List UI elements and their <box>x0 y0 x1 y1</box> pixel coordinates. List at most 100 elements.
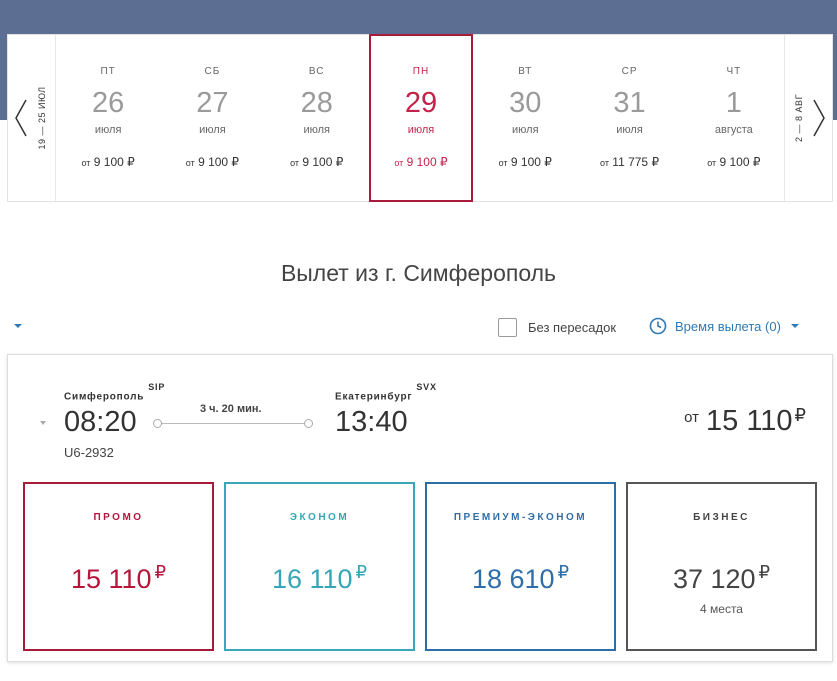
departure-time-filter[interactable]: Время вылета (0) <box>649 317 799 335</box>
day-weekday: ПТ <box>100 66 116 77</box>
flight-card: СимферопольSIP 08:20 U6-2932 3 ч. 20 мин… <box>7 354 833 662</box>
day-weekday: ПН <box>412 66 430 77</box>
chevron-down-icon <box>790 324 799 328</box>
day-price: от 9 100 ₽ <box>160 155 264 169</box>
departure-city-name: Симферополь <box>64 391 145 403</box>
prev-week-button[interactable]: 19 — 25 ИЮЛ <box>8 35 56 201</box>
day-price-prefix: от <box>290 158 299 168</box>
day-price: от 9 100 ₽ <box>56 155 160 169</box>
flight-duration: 3 ч. 20 мин. <box>200 403 262 415</box>
min-price-prefix: от <box>684 409 699 426</box>
day-price-prefix: от <box>498 158 508 168</box>
arrival-city: ЕкатеринбургSVX <box>335 382 437 403</box>
day-price-value: 9 100 ₽ <box>719 155 761 169</box>
day-price-prefix: от <box>185 158 195 168</box>
day-price: от 9 100 ₽ <box>265 155 369 169</box>
day-number: 27 <box>196 87 229 119</box>
route-end-dot <box>304 419 313 428</box>
departure-time-label: Время вылета (0) <box>675 318 781 334</box>
day-price-prefix: от <box>394 158 404 168</box>
currency-symbol: ₽ <box>794 405 806 425</box>
currency-symbol: ₽ <box>355 562 368 582</box>
day-list: ПТ 26 июля от 9 100 ₽ СБ 27 июля от 9 10… <box>56 34 786 202</box>
day-number: 26 <box>92 87 125 119</box>
fare-business[interactable]: БИЗНЕС 37 120 ₽ 4 места <box>626 482 817 651</box>
fare-price: 18 610 ₽ <box>427 562 614 595</box>
day-weekday: СР <box>621 66 638 77</box>
day-number: 30 <box>509 87 542 119</box>
day-price: от 9 100 ₽ <box>371 155 471 169</box>
day-price-prefix: от <box>707 158 717 168</box>
direct-flights-label: Без пересадок <box>528 320 617 335</box>
currency-symbol: ₽ <box>557 562 570 582</box>
fare-name: ПРОМО <box>93 512 144 523</box>
prev-week-label: 19 — 25 ИЮЛ <box>37 86 47 150</box>
date-strip: 19 — 25 ИЮЛ ПТ 26 июля от 9 100 ₽ СБ 27 … <box>7 34 833 202</box>
day-month: июля <box>616 124 643 136</box>
day-price: от 9 100 ₽ <box>682 155 786 169</box>
min-price: от 15 110 ₽ <box>684 405 806 438</box>
day-price: от 9 100 ₽ <box>473 155 577 169</box>
clock-icon <box>649 317 667 335</box>
chevron-right-icon <box>813 99 825 137</box>
day-month: августа <box>714 124 753 136</box>
direct-flights-checkbox[interactable] <box>498 318 517 337</box>
day-price-value: 9 100 ₽ <box>510 155 552 169</box>
fare-price-amount: 37 120 <box>672 564 756 594</box>
day-month: июля <box>512 124 539 136</box>
chevron-left-icon <box>15 99 27 137</box>
fare-name: ЭКОНОМ <box>289 512 350 523</box>
day-price-prefix: от <box>81 158 91 168</box>
sort-dropdown-caret-icon[interactable] <box>14 324 22 328</box>
arrival-city-name: Екатеринбург <box>335 391 413 403</box>
day-weekday: ВС <box>308 66 325 77</box>
day-weekday: ЧТ <box>726 66 742 77</box>
day-cell[interactable]: СР 31 июля от 11 775 ₽ <box>577 35 681 201</box>
day-price: от 11 775 ₽ <box>577 155 681 169</box>
day-price-value: 9 100 ₽ <box>406 155 448 169</box>
day-month: июля <box>407 124 435 136</box>
fare-premium-econom[interactable]: ПРЕМИУМ-ЭКОНОМ 18 610 ₽ <box>425 482 616 651</box>
day-cell[interactable]: ЧТ 1 августа от 9 100 ₽ <box>682 35 786 201</box>
day-price-value: 11 775 ₽ <box>612 155 660 169</box>
page-title: Вылет из г. Симферополь <box>280 260 557 286</box>
day-price-value: 9 100 ₽ <box>302 155 344 169</box>
day-cell[interactable]: ПТ 26 июля от 9 100 ₽ <box>56 35 160 201</box>
fare-econom[interactable]: ЭКОНОМ 16 110 ₽ <box>224 482 415 651</box>
fare-price: 16 110 ₽ <box>226 562 413 595</box>
seats-left: 4 места <box>700 602 743 616</box>
departure-city: СимферопольSIP <box>64 382 165 403</box>
departure-time: 08:20 <box>64 406 137 438</box>
day-cell[interactable]: ВС 28 июля от 9 100 ₽ <box>265 35 369 201</box>
day-weekday: ВТ <box>518 66 533 77</box>
fare-promo[interactable]: ПРОМО 15 110 ₽ <box>23 482 214 651</box>
day-price-prefix: от <box>600 158 609 168</box>
fare-price: 15 110 ₽ <box>25 562 212 595</box>
day-price-value: 9 100 ₽ <box>93 155 135 169</box>
currency-symbol: ₽ <box>758 562 771 582</box>
day-number: 31 <box>613 87 646 119</box>
currency-symbol: ₽ <box>154 562 167 582</box>
fare-name: БИЗНЕС <box>693 512 750 523</box>
day-month: июля <box>303 124 330 136</box>
fare-price-amount: 16 110 <box>271 564 353 594</box>
flight-number: U6-2932 <box>64 445 114 460</box>
arrival-time: 13:40 <box>335 406 408 438</box>
day-month: июля <box>199 124 226 136</box>
fare-price-amount: 15 110 <box>70 564 152 594</box>
day-number: 28 <box>300 87 333 119</box>
direct-flights-filter[interactable]: Без пересадок <box>498 318 616 337</box>
day-cell[interactable]: ВТ 30 июля от 9 100 ₽ <box>473 35 577 201</box>
route-start-dot <box>153 419 162 428</box>
expand-details-icon[interactable] <box>40 421 46 425</box>
arrival-airport-code: SVX <box>416 382 437 392</box>
day-number: 29 <box>404 87 438 119</box>
fare-price: 37 120 ₽ <box>628 562 815 595</box>
fare-price-amount: 18 610 <box>471 564 555 594</box>
day-cell-selected[interactable]: ПН 29 июля от 9 100 ₽ <box>368 34 474 202</box>
day-cell[interactable]: СБ 27 июля от 9 100 ₽ <box>160 35 264 201</box>
next-week-label: 2 — 8 АВГ <box>794 94 804 142</box>
next-week-button[interactable]: 2 — 8 АВГ <box>784 35 832 201</box>
day-weekday: СБ <box>204 66 221 77</box>
fare-name: ПРЕМИУМ-ЭКОНОМ <box>453 512 588 523</box>
